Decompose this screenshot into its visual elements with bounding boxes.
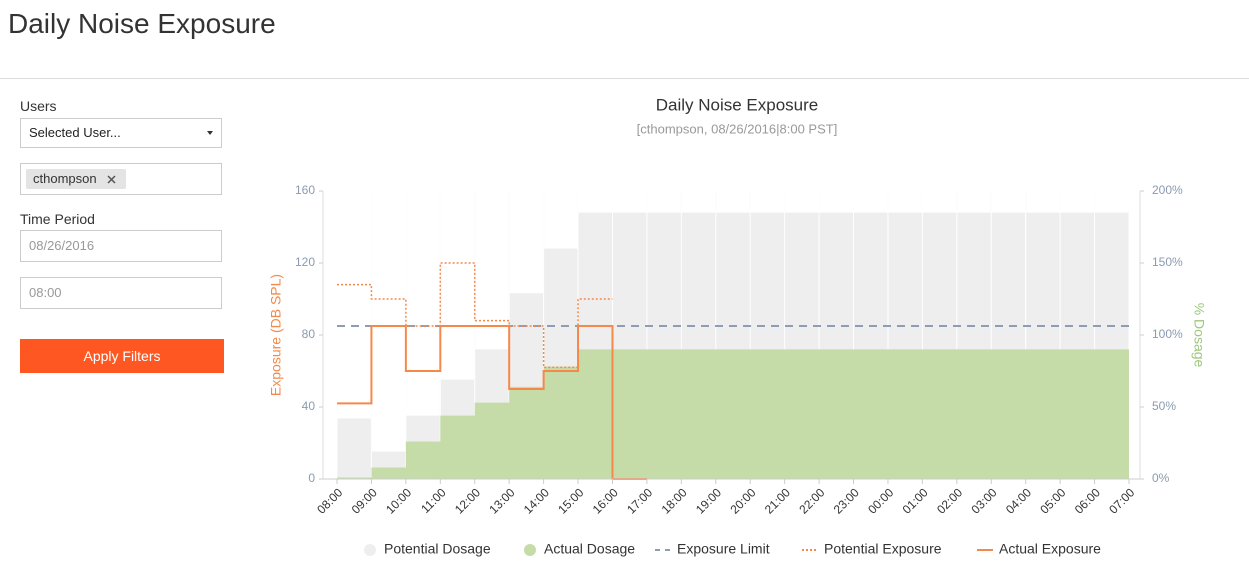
legend-label: Potential Dosage: [384, 541, 491, 557]
y-tick-label: 40: [302, 399, 316, 413]
y-tick-label: 80: [302, 327, 316, 341]
legend-marker: [524, 544, 536, 556]
user-tags[interactable]: cthompson: [20, 163, 222, 195]
x-tick-label: 09:00: [349, 485, 380, 516]
legend-label: Actual Dosage: [544, 541, 635, 557]
y-tick-label: 0: [308, 471, 315, 485]
x-tick-label: 17:00: [624, 485, 655, 516]
x-tick-label: 11:00: [418, 485, 449, 516]
apply-button[interactable]: Apply Filters: [20, 339, 224, 373]
select-text: Selected User...: [29, 125, 121, 140]
x-tick-label: 02:00: [934, 485, 965, 516]
x-tick-label: 00:00: [865, 485, 896, 516]
users-label: Users: [20, 98, 57, 114]
x-tick-label: 10:00: [383, 485, 414, 516]
y2-tick-label: 50%: [1152, 399, 1176, 413]
line: [337, 325, 647, 480]
legend-label: Potential Exposure: [824, 541, 942, 557]
date-input[interactable]: 08/26/2016: [20, 230, 222, 262]
legend-label: Actual Exposure: [999, 541, 1101, 557]
line: [337, 262, 613, 369]
user-select[interactable]: Selected User...: [20, 118, 222, 148]
page-title: Daily Noise Exposure: [8, 8, 276, 39]
y2-tick-label: 150%: [1152, 255, 1183, 269]
chip-text: cthompson: [33, 171, 97, 186]
time-period-label: Time Period: [20, 211, 95, 227]
y2-tick-label: 100%: [1152, 327, 1183, 341]
x-tick-label: 16:00: [590, 485, 621, 516]
x-tick-label: 04:00: [1003, 485, 1034, 516]
x-tick-label: 03:00: [968, 485, 999, 516]
divider: [0, 78, 1249, 79]
time-input[interactable]: 08:00: [20, 277, 222, 309]
x-tick-label: 19:00: [693, 485, 724, 516]
remove-icon[interactable]: [107, 175, 117, 185]
x-tick-label: 08:00: [314, 485, 345, 516]
caret: [207, 131, 213, 135]
y-axis-label: Exposure (DB SPL): [268, 274, 284, 396]
x-tick-label: 18:00: [659, 485, 690, 516]
x-tick-label: 06:00: [1072, 485, 1103, 516]
date-text: 08/26/2016: [29, 238, 95, 253]
time-text: 08:00: [29, 285, 62, 300]
legend-marker: [364, 544, 376, 556]
x-tick-label: 20:00: [727, 485, 758, 516]
y-tick-label: 120: [295, 255, 315, 269]
x-tick-label: 05:00: [1037, 485, 1068, 516]
y-tick-label: 160: [295, 183, 315, 197]
x-tick-label: 23:00: [831, 485, 862, 516]
legend-label: Exposure Limit: [677, 541, 770, 557]
x-tick-label: 15:00: [555, 485, 586, 516]
area: [337, 349, 1129, 479]
x-tick-label: 12:00: [452, 485, 483, 516]
x-tick-label: 13:00: [486, 485, 517, 516]
user-chip[interactable]: cthompson: [26, 169, 126, 189]
x-tick-label: 21:00: [762, 485, 793, 516]
x-tick-label: 01:00: [900, 485, 931, 516]
y2-axis-label: % Dosage: [1191, 303, 1207, 368]
x-tick-label: 07:00: [1106, 485, 1137, 516]
chart-subtitle: [cthompson, 08/26/2016|8:00 PST]: [637, 121, 838, 136]
x-tick-label: 14:00: [521, 485, 552, 516]
chart-title: Daily Noise Exposure: [656, 95, 819, 114]
y2-tick-label: 200%: [1152, 183, 1183, 197]
x-tick-label: 22:00: [796, 485, 827, 516]
y2-tick-label: 0%: [1152, 471, 1170, 485]
